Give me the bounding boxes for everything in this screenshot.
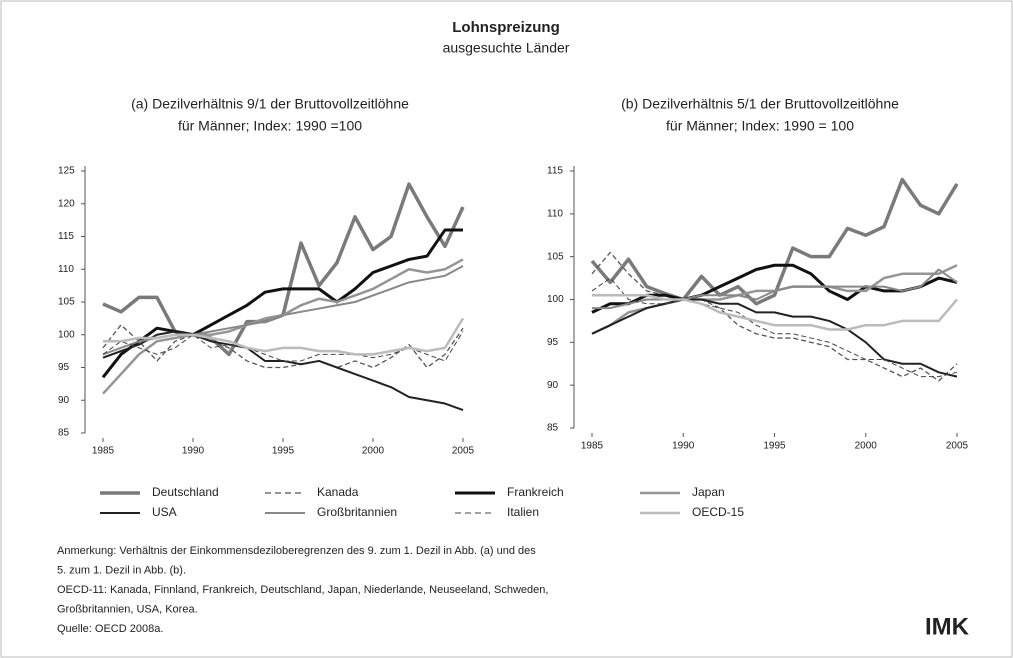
y-tick-label: 95 — [547, 337, 559, 348]
series-line: Großbritannien — [592, 268, 958, 310]
legend-label: Italien — [507, 505, 539, 519]
series-line: Frankreich — [101, 228, 463, 379]
y-tick-label: 125 — [58, 166, 75, 177]
y-tick-label: 105 — [58, 297, 75, 308]
series-line: USA — [102, 330, 464, 412]
chart-title: (a) Dezilverhältnis 9/1 der Bruttovollze… — [131, 96, 409, 112]
x-tick-label: 1990 — [182, 446, 205, 457]
chart-title: (b) Dezilverhältnis 5/1 der Bruttovollze… — [621, 96, 899, 112]
series-line: OECD-15 — [592, 293, 958, 331]
subtitle: ausgesuchte Länder — [443, 40, 570, 56]
legend-label: Kanada — [317, 485, 359, 499]
chart-title: für Männer; Index: 1990 = 100 — [666, 118, 854, 134]
chart-title: für Männer; Index: 1990 =100 — [178, 118, 362, 134]
legend-label: OECD-15 — [692, 505, 744, 519]
note: Großbritannien, USA, Korea. — [57, 603, 198, 615]
y-tick-label: 115 — [547, 166, 563, 177]
x-tick-label: 1990 — [672, 441, 695, 452]
series-line: Frankreich — [591, 263, 958, 314]
x-tick-label: 1995 — [763, 441, 786, 452]
legend-label: Deutschland — [152, 485, 219, 499]
y-tick-label: 90 — [58, 395, 70, 406]
y-tick-label: 95 — [58, 362, 70, 373]
x-tick-label: 1995 — [272, 446, 295, 457]
legend-label: Großbritannien — [317, 505, 397, 519]
note: 5. zum 1. Dezil in Abb. (b). — [57, 564, 186, 576]
x-tick-label: 1985 — [581, 441, 604, 452]
y-tick-label: 85 — [547, 423, 559, 434]
y-tick-label: 90 — [547, 380, 559, 391]
y-tick-label: 85 — [58, 428, 70, 439]
title: Lohnspreizung — [452, 19, 560, 36]
x-tick-label: 2005 — [452, 446, 475, 457]
x-tick-label: 2000 — [362, 446, 385, 457]
legend-label: USA — [152, 505, 177, 519]
y-tick-label: 100 — [58, 329, 75, 340]
note: Quelle: OECD 2008a. — [57, 623, 163, 635]
x-tick-label: 2005 — [946, 441, 969, 452]
y-tick-label: 110 — [58, 264, 74, 275]
series-line: USA — [591, 298, 958, 378]
y-tick-label: 120 — [58, 198, 75, 209]
y-tick-label: 105 — [547, 251, 564, 262]
legend-label: Japan — [692, 485, 725, 499]
logo: IMK — [925, 613, 970, 640]
y-tick-label: 115 — [58, 231, 74, 242]
x-tick-label: 2000 — [855, 441, 878, 452]
series-line: Italien — [591, 277, 958, 378]
y-tick-label: 110 — [547, 208, 563, 219]
note: Anmerkung: Verhältnis der Einkommensdezi… — [57, 545, 536, 557]
x-tick-label: 1985 — [92, 446, 115, 457]
note: OECD-11: Kanada, Finnland, Frankreich, D… — [57, 584, 548, 596]
legend-label: Frankreich — [507, 485, 564, 499]
series-line: Deutschland — [590, 177, 959, 306]
y-tick-label: 100 — [547, 294, 564, 305]
series-line: OECD-15 — [103, 317, 465, 356]
